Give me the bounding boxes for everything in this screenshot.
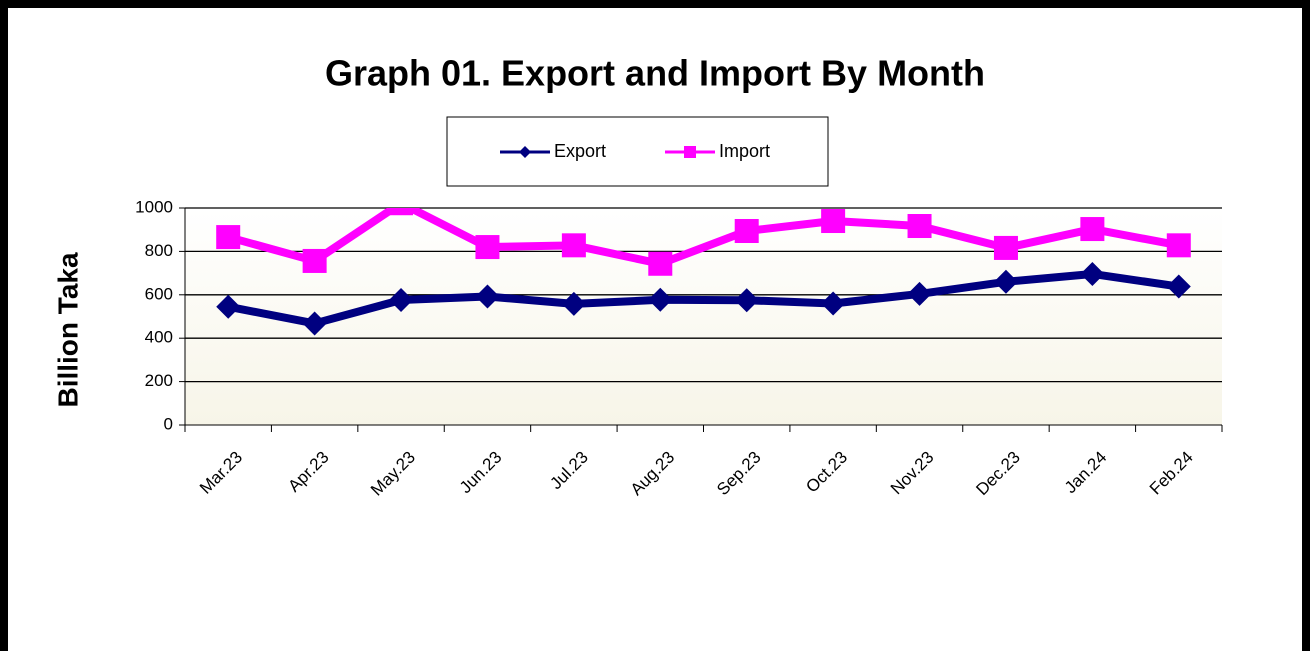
marker-diamond	[389, 288, 414, 313]
marker-diamond	[561, 291, 586, 316]
legend-label: Import	[719, 141, 770, 161]
legend-label: Export	[554, 141, 606, 161]
y-tick-label: 1000	[135, 197, 173, 216]
marker-square	[821, 209, 846, 234]
plot-series	[216, 208, 1191, 336]
marker-square	[993, 235, 1018, 260]
y-tick-label: 0	[164, 414, 173, 433]
marker-diamond	[648, 287, 673, 312]
marker-square	[216, 225, 241, 250]
y-axis-label: Billion Taka	[52, 252, 83, 407]
series-line	[227, 269, 1180, 328]
marker-square	[734, 219, 759, 244]
y-tick-label: 800	[145, 241, 173, 260]
x-tick-label: May.23	[367, 448, 419, 500]
marker-diamond	[216, 294, 241, 319]
marker-square	[1166, 233, 1191, 258]
x-tick-label: Apr.23	[284, 448, 332, 496]
marker-diamond	[821, 291, 846, 316]
marker-diamond	[519, 146, 531, 158]
marker-square	[907, 214, 932, 239]
marker-square	[389, 208, 414, 216]
x-tick-label: Jun.23	[456, 448, 506, 498]
y-tick-label: 200	[145, 371, 173, 390]
marker-square	[561, 233, 586, 258]
marker-square	[684, 146, 696, 158]
marker-diamond	[302, 311, 327, 336]
x-tick-label: Jul.23	[546, 448, 592, 494]
marker-diamond	[993, 269, 1018, 294]
marker-diamond	[475, 284, 500, 309]
y-tick-label: 600	[145, 284, 173, 303]
marker-square	[648, 251, 673, 276]
marker-square	[475, 235, 500, 260]
x-tick-label: Sep.23	[713, 448, 765, 500]
x-tick-label: Dec.23	[972, 448, 1024, 500]
chart-title: Graph 01. Export and Import By Month	[325, 53, 985, 94]
x-tick-label: Nov.23	[887, 448, 938, 499]
marker-diamond	[1080, 261, 1105, 286]
marker-square	[1080, 217, 1105, 242]
x-tick-label: Aug.23	[627, 448, 679, 500]
x-tick-label: Jan.24	[1061, 448, 1111, 498]
marker-square	[302, 248, 327, 273]
x-tick-label: Feb.24	[1146, 448, 1197, 499]
series-line	[227, 208, 1180, 268]
x-tick-label: Mar.23	[196, 448, 246, 498]
marker-diamond	[907, 281, 932, 306]
marker-diamond	[1166, 274, 1191, 299]
marker-diamond	[734, 288, 759, 313]
y-tick-label: 400	[145, 328, 173, 347]
x-tick-label: Oct.23	[802, 448, 851, 497]
